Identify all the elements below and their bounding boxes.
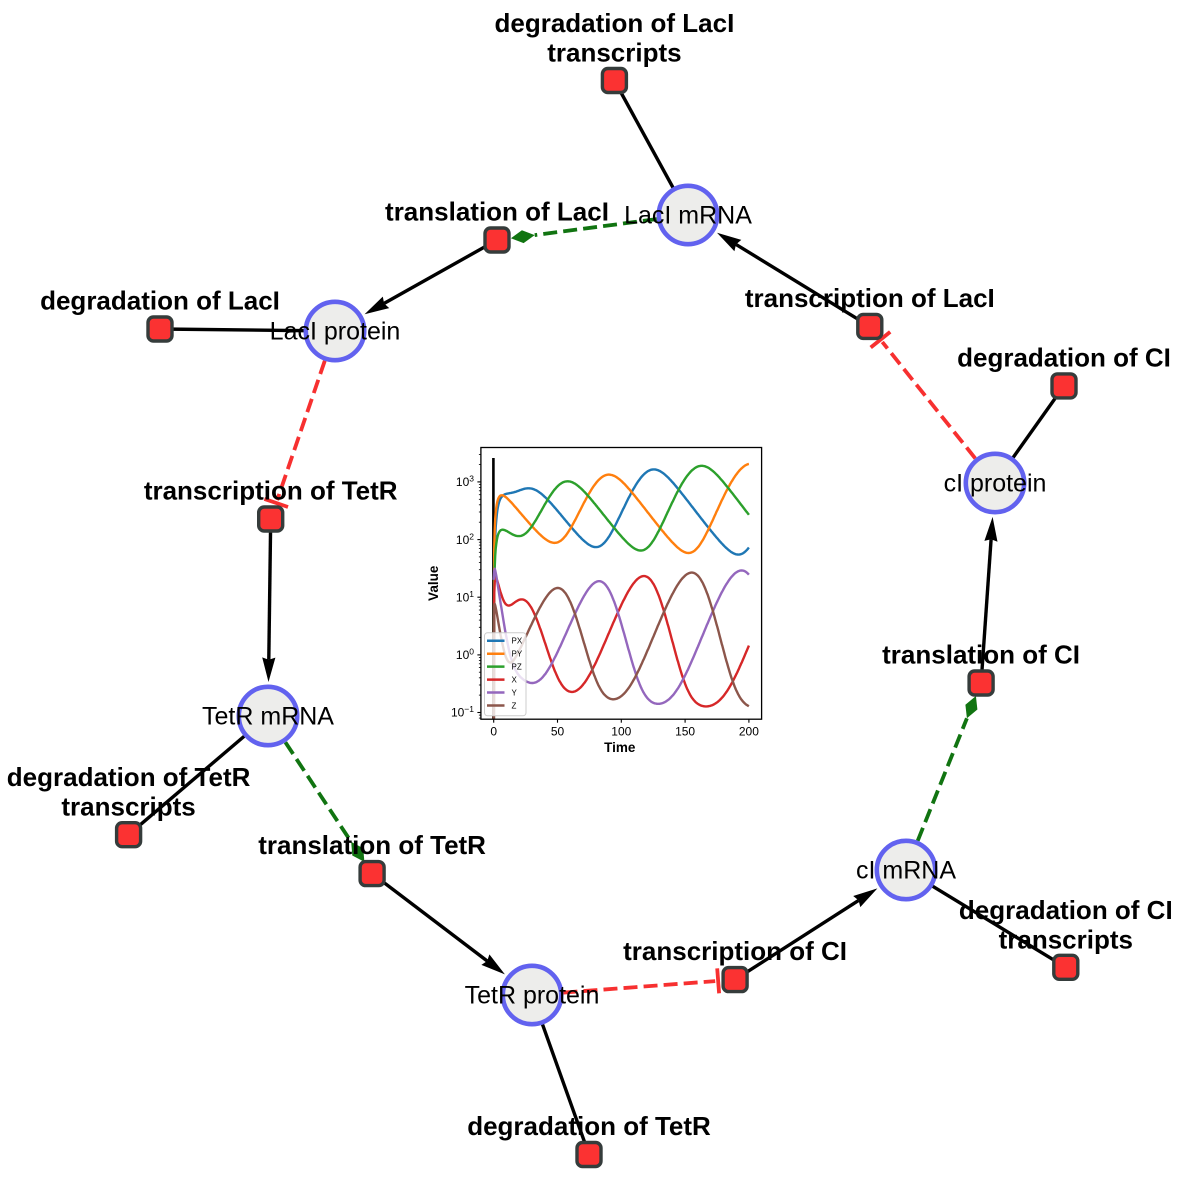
svg-text:transcription of TetR: transcription of TetR xyxy=(144,476,398,506)
svg-text:degradation of LacI: degradation of LacI xyxy=(494,8,734,38)
svg-text:degradation of CI: degradation of CI xyxy=(957,342,1171,372)
svg-text:cI protein: cI protein xyxy=(944,470,1047,498)
svg-text:transcription of CI: transcription of CI xyxy=(623,936,847,966)
svg-text:LacI mRNA: LacI mRNA xyxy=(624,202,752,230)
svg-text:150: 150 xyxy=(675,725,695,739)
svg-text:transcripts: transcripts xyxy=(547,38,681,68)
svg-text:TetR mRNA: TetR mRNA xyxy=(202,703,334,731)
svg-text:200: 200 xyxy=(739,725,759,739)
svg-text:cI mRNA: cI mRNA xyxy=(856,857,956,885)
svg-text:Y: Y xyxy=(512,689,518,698)
svg-text:100: 100 xyxy=(611,725,631,739)
svg-text:translation of TetR: translation of TetR xyxy=(258,830,486,860)
svg-text:transcription of LacI: transcription of LacI xyxy=(745,283,995,313)
svg-text:Time: Time xyxy=(604,740,636,755)
svg-text:TetR protein: TetR protein xyxy=(465,982,600,1010)
svg-text:LacI protein: LacI protein xyxy=(270,318,401,346)
svg-text:Z: Z xyxy=(512,702,517,711)
svg-text:translation of LacI: translation of LacI xyxy=(385,197,609,227)
svg-text:0: 0 xyxy=(490,725,497,739)
svg-text:transcripts: transcripts xyxy=(61,792,195,822)
svg-text:translation of CI: translation of CI xyxy=(882,640,1080,670)
svg-text:transcripts: transcripts xyxy=(999,924,1133,954)
svg-text:PY: PY xyxy=(512,650,523,659)
svg-text:degradation of TetR: degradation of TetR xyxy=(7,762,251,792)
svg-text:degradation of TetR: degradation of TetR xyxy=(467,1111,711,1141)
svg-text:degradation of CI: degradation of CI xyxy=(959,895,1173,925)
svg-text:50: 50 xyxy=(551,725,565,739)
svg-text:PZ: PZ xyxy=(512,663,522,672)
svg-text:X: X xyxy=(512,676,518,685)
svg-text:degradation of LacI: degradation of LacI xyxy=(40,286,280,316)
svg-text:PX: PX xyxy=(512,637,523,646)
svg-text:Value: Value xyxy=(426,565,441,601)
